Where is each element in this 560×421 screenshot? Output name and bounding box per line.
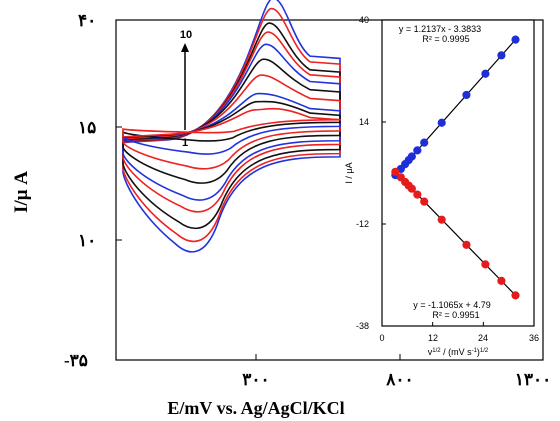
main-y-axis-title: I/μ A [11,171,32,213]
red-data-point [407,184,416,193]
red-fit-r2: R² = 0.9951 [432,310,479,320]
red-data-point [437,215,446,224]
red-data-point [497,276,506,285]
inset-y-tick-40: 40 [359,15,369,25]
red-data-point [391,167,400,176]
cv-curve [122,22,341,230]
red-data-point [511,291,520,300]
cv-curve [122,58,341,184]
x-tick-label-300: ۳۰۰ [242,370,269,389]
arrow-start-label: 1 [182,137,188,149]
y-tick-label-40: ۴۰ [78,11,96,30]
blue-data-point [462,90,471,100]
blue-data-point [511,35,520,44]
inset-y-axis-title: I / μA [344,162,354,183]
inset-axes: 40 14 -12 -38 0 12 24 36 I / μA v1/2 / (… [344,15,539,357]
inset-plot: 40 14 -12 -38 0 12 24 36 I / μA v1/2 / (… [344,15,539,357]
cv-curve [122,92,341,155]
arrow-head [181,43,189,52]
inset-x-tick-24: 24 [478,333,488,343]
red-data-point [420,197,429,206]
blue-data-point [407,152,416,161]
main-x-axis-title: E/mV vs. Ag/AgCl/KCl [167,398,344,418]
blue-data-point [413,146,422,155]
cv-curve [122,0,341,253]
blue-data-point [420,138,429,147]
inset-x-tick-12: 12 [428,333,438,343]
cv-curve [122,74,341,170]
blue-fit-r2: R² = 0.9995 [422,34,469,44]
blue-data-point [437,118,446,127]
cv-curve [122,31,341,213]
y-tick-label-15: ۱۵ [78,118,96,137]
cv-curve [122,100,341,142]
red-data-point [462,240,471,249]
inset-x-tick-36: 36 [529,333,539,343]
y-tick-label-neg35: -۳۵ [64,351,88,370]
inset-frame [381,19,535,327]
x-tick-label-800: ۸۰۰ [385,370,413,389]
red-data-point [481,260,490,269]
blue-data-point [481,69,490,78]
red-data-point [413,190,422,199]
main-plot-frame [115,19,544,361]
main-x-ticks: ۳۰۰ ۸۰۰ ۱۳۰۰ [242,354,551,389]
x-tick-label-1300: ۱۳۰۰ [515,370,552,389]
cv-curve [122,43,341,201]
inset-x-axis-title: v1/2 / (mV s-1)1/2 [428,347,489,357]
blue-data-point [497,51,506,60]
main-y-ticks: ۴۰ ۱۵ ۱۰ -۳۵ [64,11,122,370]
cv-curve [122,107,341,138]
inset-data [381,19,535,327]
arrow-end-label: 10 [180,29,192,41]
y-tick-label-10: ۱۰ [78,231,96,250]
scan-rate-arrow: 10 1 [180,29,192,149]
cv-curve [122,7,341,243]
inset-y-tick-neg38: -38 [356,321,369,331]
inset-y-tick-14: 14 [359,117,369,127]
inset-y-tick-neg12: -12 [356,219,369,229]
cv-curves [122,0,341,253]
blue-fit-equation: y = 1.2137x - 3.3833 [399,24,481,34]
red-fit-equation: y = -1.1065x + 4.79 [413,300,491,310]
inset-x-tick-0: 0 [379,333,384,343]
